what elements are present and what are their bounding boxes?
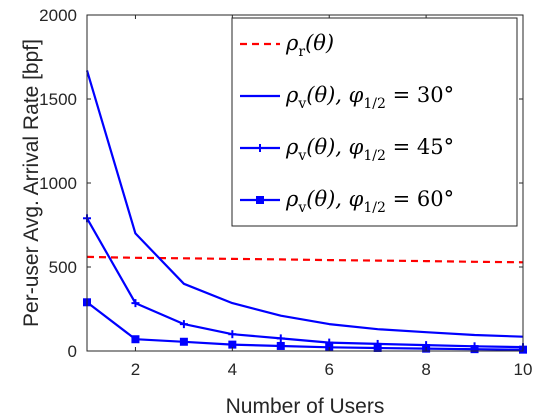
legend-arg: (θ), — [306, 187, 348, 211]
data-point-plus — [179, 320, 188, 329]
y-tick-label: 500 — [49, 258, 77, 277]
legend: ρr(θ)ρv(θ), φ1/2 = 30°ρv(θ), φ1/2 = 45°ρ… — [231, 17, 518, 227]
data-point-square — [131, 335, 140, 344]
y-tick-label: 1000 — [39, 174, 77, 193]
legend-value: = 45° — [386, 135, 454, 159]
legend-item-3: ρv(θ), φ1/2 = 45° — [240, 135, 454, 164]
data-point-square — [470, 345, 479, 354]
legend-item-1: ρr(θ) — [240, 31, 334, 60]
legend-arg: (θ) — [305, 31, 334, 55]
legend-sub: v — [297, 200, 306, 216]
x-axis-label: Number of Users — [226, 395, 385, 418]
data-point-square — [179, 337, 188, 346]
legend-phi: φ — [349, 83, 364, 107]
series-line-4 — [86, 301, 524, 351]
y-tick-label: 2000 — [39, 6, 77, 25]
data-point-square — [256, 196, 264, 204]
x-tick-label: 4 — [228, 360, 237, 379]
legend-arg: (θ), — [306, 135, 348, 159]
data-point-plus — [131, 299, 140, 308]
data-point-plus — [256, 144, 264, 152]
legend-main: ρ — [285, 187, 299, 211]
legend-value: = 30° — [386, 83, 454, 107]
legend-phisub: 1/2 — [363, 148, 386, 164]
legend-label: ρr(θ) — [285, 31, 334, 60]
legend-phi: φ — [349, 187, 364, 211]
legend-arg: (θ), — [306, 83, 348, 107]
data-point-square — [373, 343, 382, 352]
legend-label: ρv(θ), φ1/2 = 45° — [285, 135, 454, 164]
legend-sub: r — [298, 44, 305, 60]
legend-label: ρv(θ), φ1/2 = 60° — [285, 187, 454, 216]
data-point-plus — [276, 334, 285, 343]
y-axis-label: Per-user Avg. Arrival Rate [bpf] — [20, 39, 43, 327]
legend-value: = 60° — [386, 187, 454, 211]
legend-sub: v — [297, 96, 306, 112]
data-point-square — [276, 341, 285, 350]
legend-main: ρ — [285, 135, 299, 159]
x-tick-label: 2 — [131, 360, 140, 379]
legend-phisub: 1/2 — [363, 96, 386, 112]
legend-phisub: 1/2 — [363, 200, 386, 216]
tick-layer: 2 4 6 8 10 0 500 1000 1500 2000 — [39, 6, 532, 379]
y-tick-label: 1500 — [39, 90, 77, 109]
legend-item-2: ρv(θ), φ1/2 = 30° — [240, 83, 454, 112]
y-tick-label: 0 — [68, 342, 77, 361]
legend-label: ρv(θ), φ1/2 = 30° — [285, 83, 454, 112]
x-tick-label: 6 — [324, 360, 333, 379]
data-point-plus — [228, 330, 237, 339]
legend-main: ρ — [285, 83, 299, 107]
x-tick-label: 10 — [514, 360, 533, 379]
x-tick-label: 8 — [421, 360, 430, 379]
legend-item-4: ρv(θ), φ1/2 = 60° — [240, 187, 454, 216]
legend-sub: v — [297, 148, 306, 164]
legend-phi: φ — [349, 135, 364, 159]
legend-box — [231, 17, 518, 227]
series-line-2 — [85, 70, 524, 338]
series-line-3 — [86, 217, 524, 349]
legend-main: ρ — [285, 31, 299, 55]
